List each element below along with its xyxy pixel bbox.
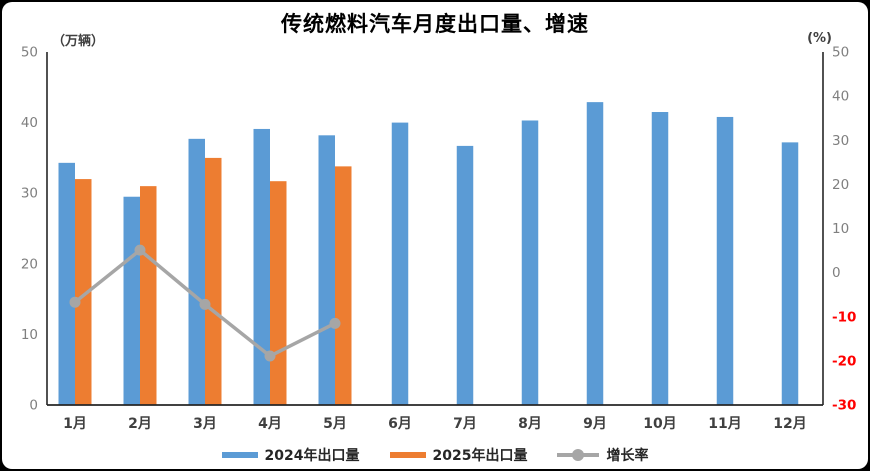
bar-2024年出口量-11月 [716, 116, 734, 406]
legend-item-增长率: 增长率 [557, 445, 648, 465]
legend-item-2024年出口量: 2024年出口量 [221, 445, 360, 465]
left-axis-tick-40: 40 [21, 115, 38, 131]
bar-2024年出口量-10月 [651, 112, 669, 405]
x-label-11月: 11月 [708, 416, 741, 432]
bar-2024年出口量-12月 [781, 142, 799, 406]
x-label-4月: 4月 [258, 416, 282, 432]
right-axis-tick--20: -20 [832, 353, 856, 369]
bar-2024年出口量-7月 [456, 145, 474, 405]
growth-point-5月 [329, 317, 341, 329]
right-axis-tick-10: 10 [832, 221, 849, 237]
legend-label: 2025年出口量 [432, 448, 528, 464]
right-axis-tick-30: 30 [832, 133, 849, 149]
legend-label: 2024年出口量 [264, 448, 360, 464]
bar-2024年出口量-1月 [58, 162, 75, 405]
bar-2025年出口量-2月 [140, 186, 157, 405]
right-axis-tick--10: -10 [832, 309, 856, 325]
chart-title: 传统燃料汽车月度出口量、增速 [281, 12, 589, 36]
bar-2024年出口量-5月 [318, 135, 335, 406]
x-label-3月: 3月 [193, 416, 217, 432]
bar-2024年出口量-4月 [253, 128, 270, 406]
legend-swatch-2025年出口量 [389, 452, 426, 458]
x-label-9月: 9月 [583, 416, 607, 432]
x-label-6月: 6月 [388, 416, 412, 432]
x-label-7月: 7月 [453, 416, 477, 432]
left-axis-tick-0: 0 [29, 398, 38, 414]
x-label-1月: 1月 [63, 416, 87, 432]
legend-line-marker [557, 449, 600, 461]
left-axis-tick-20: 20 [21, 256, 38, 272]
chart-legend: 2024年出口量 2025年出口量 增长率 [0, 445, 870, 465]
bar-2024年出口量-9月 [586, 102, 604, 405]
growth-point-1月 [69, 296, 81, 308]
growth-point-4月 [264, 350, 276, 362]
x-label-8月: 8月 [518, 416, 542, 432]
right-axis-tick-50: 50 [832, 45, 849, 61]
bar-2024年出口量-8月 [521, 120, 539, 406]
bar-2024年出口量-3月 [188, 138, 205, 405]
x-label-2月: 2月 [128, 416, 152, 432]
right-axis-tick-40: 40 [832, 89, 849, 105]
left-axis-unit: （万辆） [52, 34, 105, 49]
legend-label: 增长率 [606, 448, 649, 464]
bar-2025年出口量-3月 [205, 157, 222, 405]
legend-item-2025年出口量: 2025年出口量 [389, 445, 528, 465]
x-label-10月: 10月 [643, 416, 676, 432]
bar-2024年出口量-6月 [391, 122, 409, 405]
growth-point-3月 [199, 298, 211, 310]
bar-2025年出口量-5月 [335, 166, 352, 405]
bar-2025年出口量-1月 [75, 179, 92, 405]
right-axis-tick-20: 20 [832, 177, 849, 193]
right-axis-tick--30: -30 [832, 398, 856, 414]
right-axis-tick-0: 0 [832, 265, 841, 281]
bar-2025年出口量-4月 [270, 181, 287, 405]
bar-2024年出口量-2月 [123, 196, 140, 405]
left-axis-tick-30: 30 [21, 186, 38, 202]
legend-swatch-2024年出口量 [221, 452, 258, 458]
left-axis-tick-50: 50 [21, 45, 38, 61]
growth-point-2月 [134, 244, 146, 256]
x-label-12月: 12月 [773, 416, 806, 432]
legend-line-dot [572, 449, 585, 461]
x-label-5月: 5月 [323, 416, 347, 432]
left-axis-tick-10: 10 [21, 327, 38, 343]
right-axis-unit: (%) [807, 31, 832, 46]
